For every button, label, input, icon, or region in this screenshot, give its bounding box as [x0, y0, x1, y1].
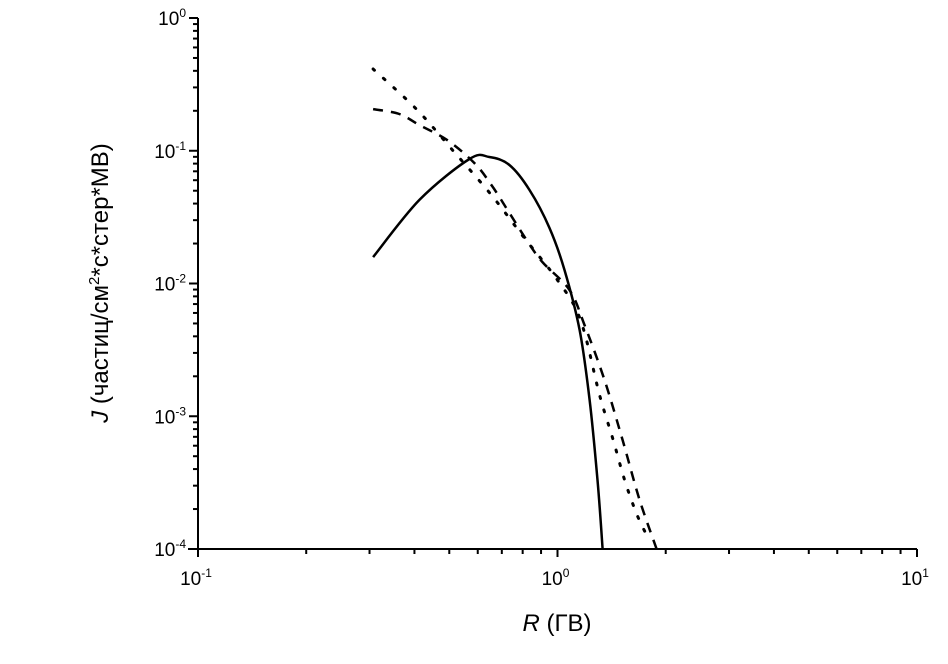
y-tick-base: 10 [154, 275, 175, 296]
y-tick-base: 10 [158, 9, 179, 30]
x-tick-exp: 0 [563, 566, 570, 580]
series-line-solid [372, 153, 604, 550]
x-tick-base: 10 [180, 569, 201, 590]
series-group [371, 67, 658, 550]
y-tick-base: 10 [154, 540, 175, 561]
x-tick-base: 10 [901, 569, 922, 590]
x-tick-label: 101 [901, 566, 929, 590]
y-tick-exp: -2 [175, 272, 186, 286]
x-tick-label: 100 [542, 566, 570, 590]
series-line-dotted [371, 67, 650, 539]
y-axis-label: J (частиц/см2*с*стер*МВ) [86, 143, 114, 424]
y-tick-label: 10-2 [154, 272, 186, 296]
y-tick-base: 10 [154, 142, 175, 163]
y-tick-exp: -4 [175, 537, 186, 551]
y-tick-label: 100 [158, 6, 186, 30]
y-tick-label: 10-4 [154, 537, 186, 561]
y-tick-exp: -3 [175, 404, 186, 418]
y-tick-base: 10 [154, 407, 175, 428]
x-tick-label: 10-1 [180, 566, 212, 590]
x-tick-exp: -1 [201, 566, 212, 580]
y-tick-label: 10-1 [154, 139, 186, 163]
x-axis-label: R (ГВ) [523, 610, 592, 637]
axes [188, 17, 918, 557]
x-tick-exp: 1 [922, 566, 929, 580]
y-tick-exp: 0 [179, 6, 186, 20]
series-line-dashed [372, 107, 658, 550]
y-tick-exp: -1 [175, 139, 186, 153]
y-tick-label: 10-3 [154, 404, 186, 428]
x-tick-base: 10 [542, 569, 563, 590]
